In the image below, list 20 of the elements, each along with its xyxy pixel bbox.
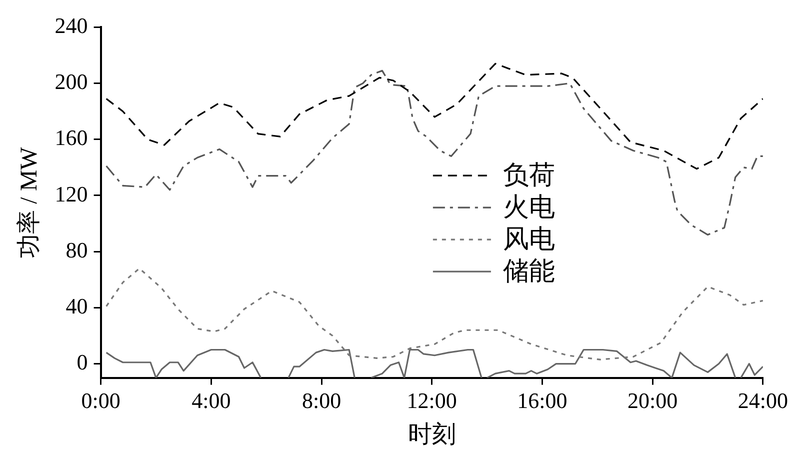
- legend-label: 火电: [502, 192, 555, 222]
- y-axis-title: 功率 / MW: [16, 146, 43, 258]
- y-tick-label: 200: [54, 69, 88, 94]
- x-tick-label: 0:00: [81, 388, 120, 413]
- x-tick-label: 4:00: [192, 388, 231, 413]
- x-tick-label: 20:00: [628, 388, 678, 413]
- x-tick-label: 16:00: [517, 388, 568, 413]
- y-tick-label: 240: [54, 12, 88, 38]
- legend-label: 储能: [502, 256, 555, 286]
- y-tick-label: 120: [54, 181, 88, 206]
- x-tick-label: 8:00: [302, 388, 342, 413]
- x-tick-label: 24:00: [738, 388, 788, 413]
- legend-label: 负荷: [502, 160, 555, 190]
- y-tick-label: 160: [54, 125, 88, 150]
- legend-label: 风电: [502, 224, 555, 254]
- x-tick-label: 12:00: [406, 388, 457, 413]
- y-tick-label: 0: [76, 350, 88, 375]
- x-axis-title: 时刻: [408, 420, 456, 448]
- y-tick-label: 80: [66, 237, 88, 262]
- y-tick-label: 40: [66, 293, 88, 318]
